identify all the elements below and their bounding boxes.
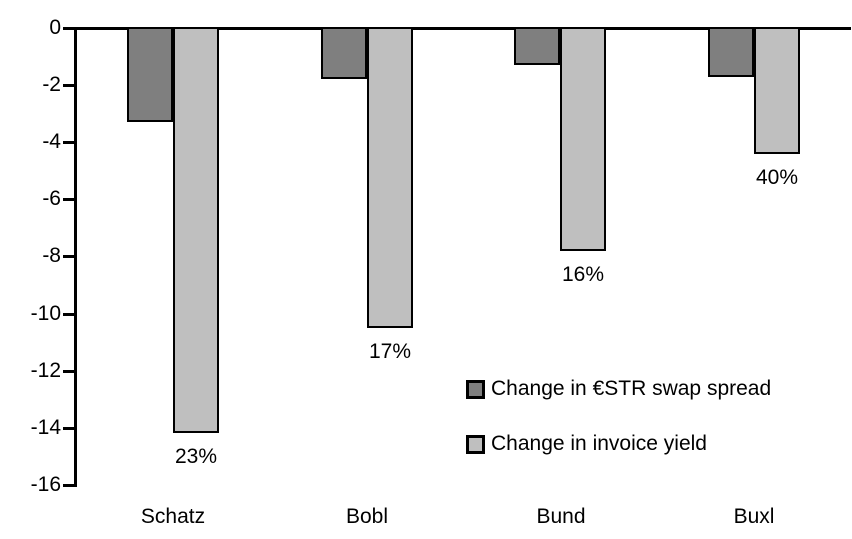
- legend-swatch-swap-spread: [466, 379, 485, 399]
- legend-label-swap-spread: Change in €STR swap spread: [491, 377, 772, 400]
- y-tick-mark: [63, 370, 74, 373]
- y-tick-mark: [63, 484, 74, 487]
- y-tick-mark: [63, 141, 74, 144]
- y-tick-mark: [63, 84, 74, 87]
- bar-series0-buxl: [708, 27, 754, 77]
- data-label-schatz: 23%: [174, 445, 218, 468]
- bar-series1-bund: [560, 27, 606, 251]
- zero-baseline: [63, 27, 851, 30]
- data-label-bobl: 17%: [368, 340, 412, 363]
- category-label-buxl: Buxl: [733, 505, 775, 528]
- y-axis-line: [74, 27, 77, 487]
- y-tick-label: -10: [30, 302, 61, 325]
- bar-series1-buxl: [754, 27, 800, 154]
- bar-series0-schatz: [127, 27, 173, 122]
- data-label-bund: 16%: [561, 263, 605, 286]
- y-tick-mark: [63, 427, 74, 430]
- y-tick-mark: [63, 313, 74, 316]
- legend-swatch-invoice-yield: [466, 434, 485, 454]
- y-tick-label: -14: [30, 416, 61, 439]
- data-label-buxl: 40%: [755, 166, 799, 189]
- y-tick-label: 0: [49, 16, 61, 39]
- legend-item-swap-spread: Change in €STR swap spread: [466, 371, 771, 407]
- y-tick-label: -6: [42, 187, 61, 210]
- legend-label-invoice-yield: Change in invoice yield: [491, 432, 707, 455]
- y-tick-label: -4: [42, 130, 61, 153]
- bar-series0-bund: [514, 27, 560, 65]
- category-label-schatz: Schatz: [140, 505, 206, 528]
- legend-item-invoice-yield: Change in invoice yield: [466, 426, 771, 462]
- bar-series0-bobl: [321, 27, 367, 79]
- y-tick-label: -8: [42, 244, 61, 267]
- y-tick-label: -12: [30, 359, 61, 382]
- category-label-bobl: Bobl: [345, 505, 389, 528]
- y-tick-label: -2: [42, 73, 61, 96]
- y-tick-label: -16: [30, 473, 61, 496]
- category-label-bund: Bund: [536, 505, 586, 528]
- y-tick-mark: [63, 255, 74, 258]
- bar-series1-bobl: [367, 27, 413, 328]
- y-tick-mark: [63, 198, 74, 201]
- legend: Change in €STR swap spread Change in inv…: [466, 371, 771, 481]
- bar-series1-schatz: [173, 27, 219, 433]
